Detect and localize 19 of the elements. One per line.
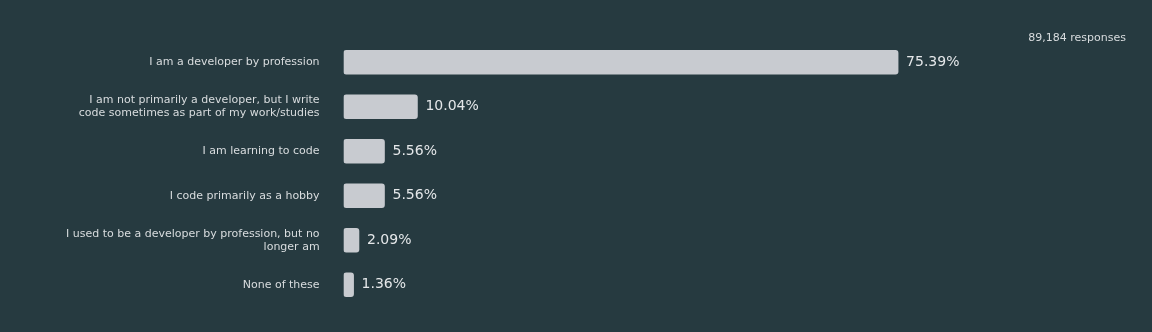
y-tick-label: I code primarily as a hobby (169, 188, 321, 202)
data-label: 2.09% (366, 230, 412, 247)
text: 89,184 responses (1028, 30, 1127, 44)
y-tick-label: None of these (242, 277, 320, 291)
data-label: 5.56% (392, 141, 437, 158)
data-label: 5.56% (392, 186, 437, 203)
bar (343, 272, 354, 298)
bar (343, 138, 385, 164)
bar (343, 94, 418, 120)
y-tick-label: I used to be a developer by profession, but no longer am (65, 226, 320, 253)
bar (343, 183, 385, 209)
data-label: 10.04% (425, 97, 479, 114)
bar (343, 227, 360, 253)
y-tick-label: I am not primarily a developer, but I write code sometimes as part of my work/studies (78, 93, 320, 120)
y-tick-label: I am a developer by profession (149, 55, 320, 69)
data-label: 75.39% (906, 52, 960, 69)
data-label: 1.36% (361, 275, 407, 292)
bar (343, 49, 899, 75)
y-tick-label: I am learning to code (202, 144, 320, 158)
